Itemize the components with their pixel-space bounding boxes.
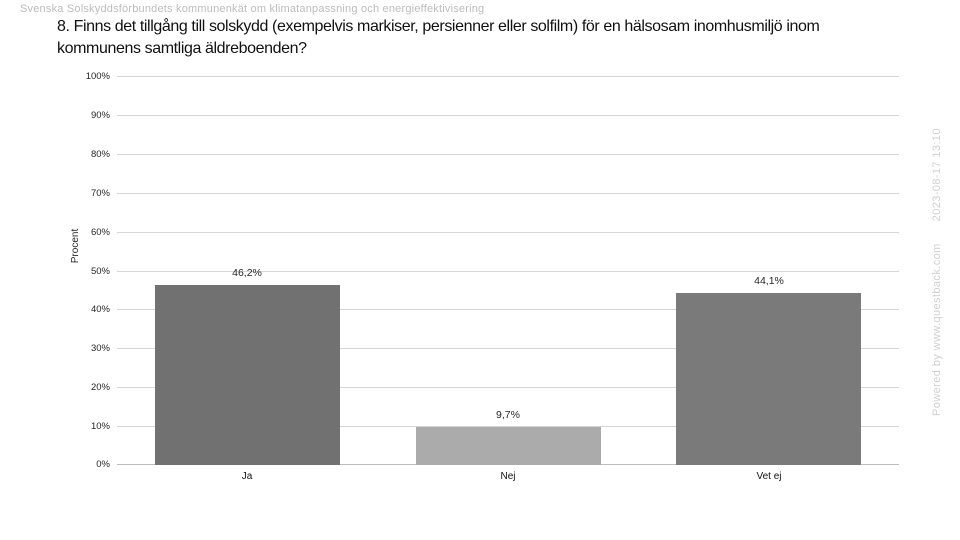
plot-area: 46,2% 9,7% 44,1% [117,76,899,465]
y-tick-label: 80% [90,149,110,160]
y-tick-label: 70% [90,188,110,199]
x-category-label-nej: Nej [500,471,516,482]
gridline [117,154,899,155]
bar-nej [416,427,601,465]
render-timestamp: 2023-08-17 13:10 [931,128,943,222]
chart-title-line-2: kommunens samtliga äldreboenden? [57,40,307,57]
y-tick-label: 20% [90,382,110,393]
x-category-label-ja: Ja [241,471,253,482]
y-tick-label: 100% [85,71,110,82]
bar-value-label-ja: 46,2% [232,267,262,279]
y-axis-tick-labels: 0% 10% 20% 30% 40% 50% 60% 70% 80% 90% 100% [40,71,110,470]
survey-watermark: Svenska Solskyddsförbundets kommunenkät … [20,3,485,15]
x-axis-category-labels: Ja Nej Vet ej [117,471,899,487]
chart-title: 8. Finns det tillgång till solskydd (exe… [57,16,917,60]
gridline [117,348,899,349]
y-tick-label: 0% [96,459,110,470]
gridline [117,387,899,388]
bar-ja [155,285,340,465]
x-category-label-vet-ej: Vet ej [756,471,782,482]
chart-title-line-1: 8. Finns det tillgång till solskydd (exe… [57,18,820,35]
y-tick-label: 30% [90,343,110,354]
gridline [117,271,899,272]
gridline [117,426,899,427]
powered-by-text: Powered by www.questback.com [931,243,943,416]
y-tick-label: 50% [90,266,110,277]
y-tick-label: 90% [90,110,110,121]
gridline [117,76,899,77]
bar-vet-ej [676,293,861,465]
gridline [117,309,899,310]
footer-watermark: Powered by www.questback.com 2023-08-17 … [929,82,945,462]
gridline [117,115,899,116]
gridline [117,232,899,233]
bar-value-label-nej: 9,7% [496,409,520,421]
gridline [117,193,899,194]
y-tick-label: 40% [90,304,110,315]
bar-value-label-vet-ej: 44,1% [754,275,784,287]
y-tick-label: 60% [90,227,110,238]
y-tick-label: 10% [90,421,110,432]
